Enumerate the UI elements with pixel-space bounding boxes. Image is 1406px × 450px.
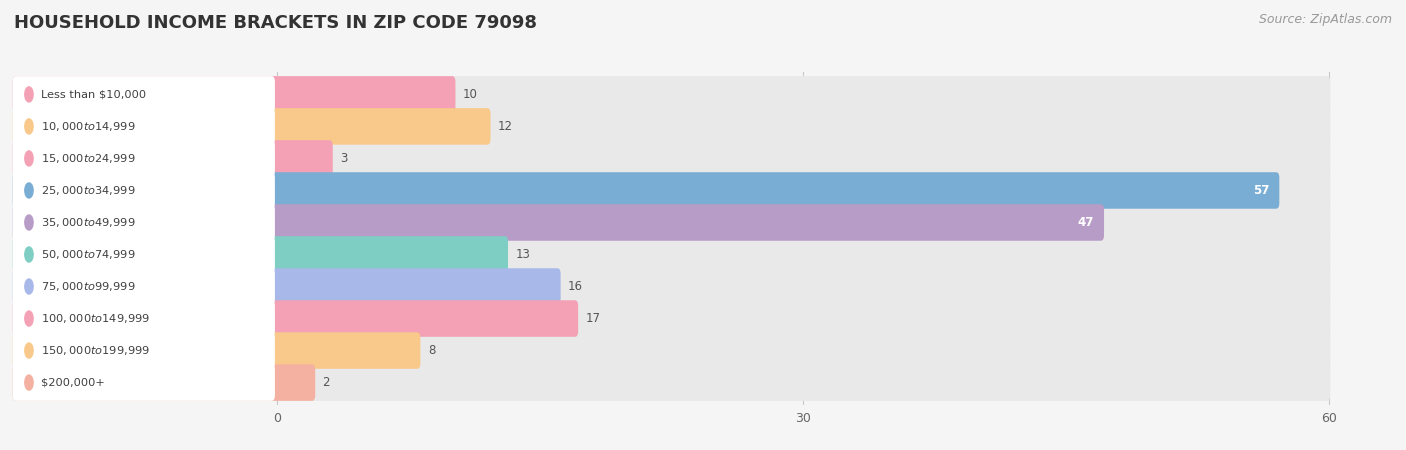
FancyBboxPatch shape [13,108,491,145]
Text: 17: 17 [585,312,600,325]
FancyBboxPatch shape [13,140,276,177]
FancyBboxPatch shape [13,364,315,401]
Circle shape [25,343,34,358]
Text: 47: 47 [1077,216,1094,229]
FancyBboxPatch shape [13,332,420,369]
Text: $100,000 to $149,999: $100,000 to $149,999 [41,312,150,325]
Text: 16: 16 [568,280,583,293]
FancyBboxPatch shape [13,76,1330,112]
FancyBboxPatch shape [13,204,276,241]
FancyBboxPatch shape [13,300,1330,337]
Circle shape [25,119,34,134]
Circle shape [25,215,34,230]
FancyBboxPatch shape [13,332,1330,369]
FancyBboxPatch shape [13,204,1104,241]
Circle shape [25,375,34,390]
Text: Less than $10,000: Less than $10,000 [41,90,146,99]
Text: $50,000 to $74,999: $50,000 to $74,999 [41,248,136,261]
Circle shape [25,87,34,102]
Text: $25,000 to $34,999: $25,000 to $34,999 [41,184,136,197]
FancyBboxPatch shape [13,76,456,112]
FancyBboxPatch shape [13,300,578,337]
FancyBboxPatch shape [13,268,561,305]
Circle shape [25,183,34,198]
FancyBboxPatch shape [13,172,1330,209]
FancyBboxPatch shape [13,268,276,305]
Text: 8: 8 [427,344,434,357]
Text: 13: 13 [516,248,530,261]
Circle shape [25,311,34,326]
Circle shape [25,247,34,262]
FancyBboxPatch shape [13,236,508,273]
Text: 12: 12 [498,120,513,133]
FancyBboxPatch shape [13,268,1330,305]
FancyBboxPatch shape [13,172,276,209]
FancyBboxPatch shape [13,172,1279,209]
FancyBboxPatch shape [13,236,276,273]
FancyBboxPatch shape [13,364,276,401]
Text: 2: 2 [322,376,330,389]
Text: $10,000 to $14,999: $10,000 to $14,999 [41,120,136,133]
FancyBboxPatch shape [13,204,1330,241]
FancyBboxPatch shape [13,236,1330,273]
Text: $75,000 to $99,999: $75,000 to $99,999 [41,280,136,293]
Text: 10: 10 [463,88,478,101]
FancyBboxPatch shape [13,140,333,177]
Circle shape [25,151,34,166]
FancyBboxPatch shape [13,140,1330,177]
Text: 3: 3 [340,152,347,165]
Text: $150,000 to $199,999: $150,000 to $199,999 [41,344,150,357]
Text: $15,000 to $24,999: $15,000 to $24,999 [41,152,136,165]
FancyBboxPatch shape [13,332,276,369]
FancyBboxPatch shape [13,364,1330,401]
Text: $200,000+: $200,000+ [41,378,105,387]
Text: Source: ZipAtlas.com: Source: ZipAtlas.com [1258,14,1392,27]
FancyBboxPatch shape [13,108,276,145]
FancyBboxPatch shape [13,108,1330,145]
FancyBboxPatch shape [13,300,276,337]
Text: HOUSEHOLD INCOME BRACKETS IN ZIP CODE 79098: HOUSEHOLD INCOME BRACKETS IN ZIP CODE 79… [14,14,537,32]
Text: 57: 57 [1253,184,1270,197]
Text: $35,000 to $49,999: $35,000 to $49,999 [41,216,136,229]
FancyBboxPatch shape [13,76,276,112]
Circle shape [25,279,34,294]
